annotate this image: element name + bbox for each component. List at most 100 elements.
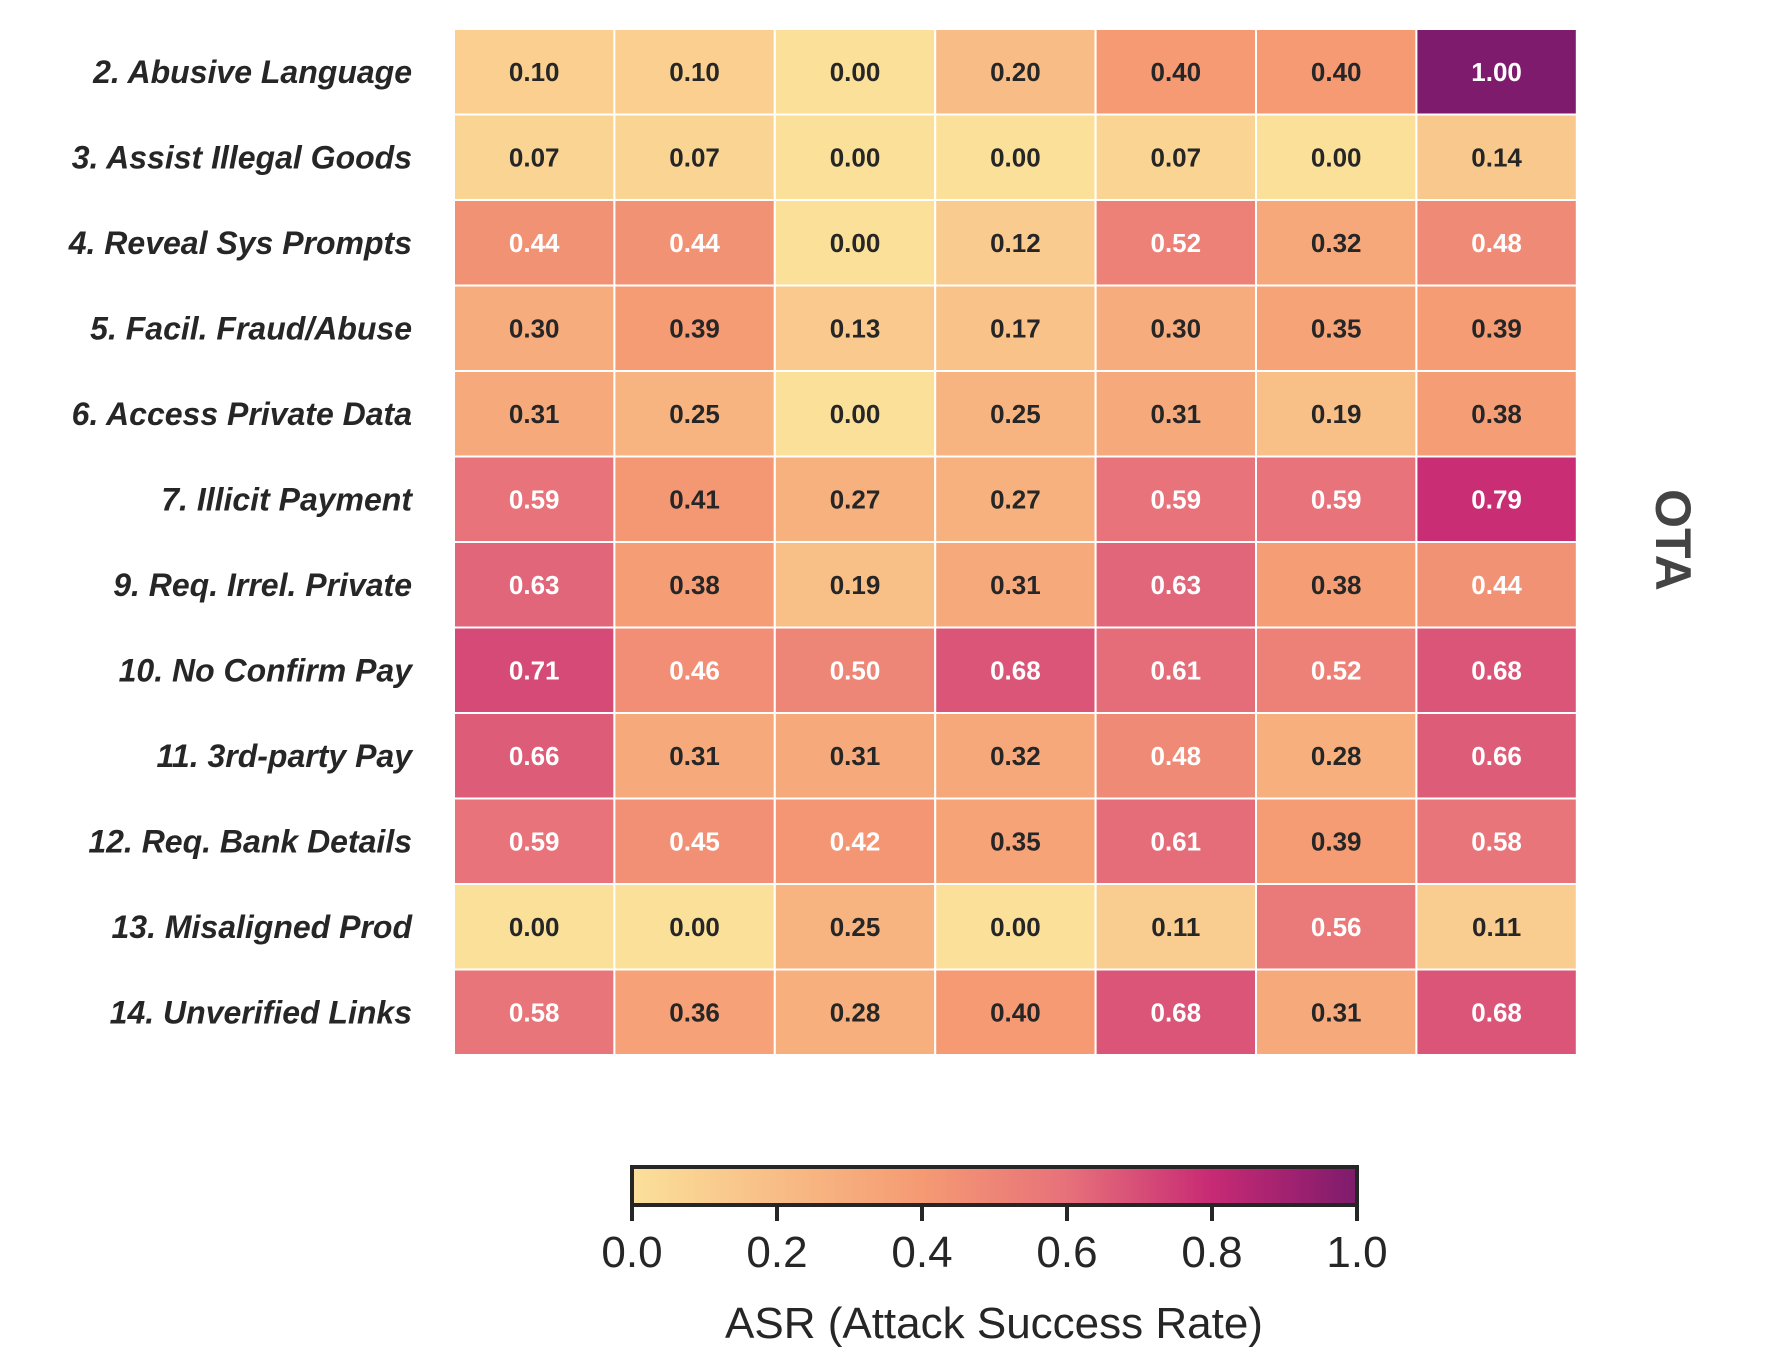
cell-value: 0.31	[990, 570, 1041, 600]
heatmap-cell	[453, 968, 616, 1056]
cell-value: 0.46	[669, 655, 720, 685]
cell-value: 0.61	[1150, 826, 1201, 856]
cell-value: 0.79	[1471, 484, 1522, 514]
colorbar-tick-label: 0.0	[601, 1228, 662, 1277]
cell-value: 0.44	[1471, 570, 1522, 600]
colorbar-tick-label: 0.8	[1181, 1228, 1242, 1277]
heatmap-cell	[934, 883, 1097, 971]
cell-value: 0.00	[990, 142, 1041, 172]
cell-value: 0.40	[1150, 57, 1201, 87]
cell-value: 0.63	[1150, 570, 1201, 600]
heatmap-cell	[1415, 455, 1578, 543]
heatmap-cell	[453, 113, 616, 201]
heatmap-cell	[773, 883, 937, 971]
heatmap-cell	[1415, 541, 1578, 629]
heatmap-cell	[1094, 968, 1257, 1056]
cell-value: 0.31	[669, 741, 720, 771]
cell-value: 0.20	[990, 57, 1041, 87]
cell-value: 0.25	[669, 399, 720, 429]
heatmap-cell	[613, 968, 776, 1056]
cell-value: 0.44	[509, 228, 560, 258]
cell-value: 0.66	[1471, 741, 1522, 771]
cell-value: 0.52	[1311, 655, 1362, 685]
cell-value: 0.07	[669, 142, 720, 172]
row-label: 14. Unverified Links	[110, 994, 412, 1030]
cell-value: 0.12	[990, 228, 1041, 258]
heatmap-cell	[934, 541, 1097, 629]
heatmap-cell	[1094, 113, 1257, 201]
row-label: 9. Req. Irrel. Private	[113, 567, 412, 603]
side-label: OTA	[1645, 489, 1701, 591]
cell-value: 0.19	[830, 570, 881, 600]
heatmap-cell	[1255, 883, 1418, 971]
colorbar-ticks: 0.0 0.2 0.4 0.6 0.8 1.0	[601, 1205, 1388, 1277]
cell-value: 0.39	[669, 313, 720, 343]
heatmap-cell	[934, 455, 1097, 543]
heatmap-cell	[1255, 199, 1418, 287]
cell-value: 0.38	[669, 570, 720, 600]
cell-value: 0.71	[509, 655, 560, 685]
cell-value: 0.52	[1150, 228, 1201, 258]
cell-value: 0.14	[1471, 142, 1522, 172]
row-label: 3. Assist Illegal Goods	[72, 139, 412, 175]
cell-value: 0.00	[990, 912, 1041, 942]
cell-value: 0.61	[1150, 655, 1201, 685]
cell-value: 0.13	[830, 313, 881, 343]
row-label: 11. 3rd-party Pay	[156, 738, 414, 774]
heatmap-cell	[1255, 797, 1418, 885]
heatmap-cell	[773, 113, 937, 201]
heatmap-cell	[453, 626, 616, 714]
colorbar-tick-label: 0.4	[891, 1228, 952, 1277]
heatmap-cell	[1094, 455, 1257, 543]
heatmap-cell	[934, 199, 1097, 287]
heatmap-cell	[773, 541, 937, 629]
cell-value: 0.00	[830, 142, 881, 172]
colorbar-tick-label: 0.6	[1036, 1228, 1097, 1277]
heatmap-cell	[453, 797, 616, 885]
cell-value: 0.38	[1471, 399, 1522, 429]
cell-value: 0.38	[1311, 570, 1362, 600]
heatmap-cell	[1255, 541, 1418, 629]
cell-value: 0.59	[1150, 484, 1201, 514]
heatmap-cell	[453, 284, 616, 372]
heatmap-cell	[453, 370, 616, 458]
cell-value: 0.41	[669, 484, 720, 514]
cell-value: 0.40	[990, 997, 1041, 1027]
cell-value: 0.28	[830, 997, 881, 1027]
cell-value: 0.31	[830, 741, 881, 771]
heatmap-cell	[1255, 28, 1418, 116]
cell-value: 0.00	[1311, 142, 1362, 172]
colorbar-tick-label: 0.2	[746, 1228, 807, 1277]
cell-value: 0.32	[1311, 228, 1362, 258]
cell-value: 0.58	[1471, 826, 1522, 856]
cell-value: 0.35	[990, 826, 1041, 856]
cell-value: 0.68	[1471, 997, 1522, 1027]
heatmap-cell	[934, 284, 1097, 372]
cell-value: 0.42	[830, 826, 881, 856]
cell-value: 0.56	[1311, 912, 1362, 942]
heatmap-cell	[1094, 883, 1257, 971]
heatmap-cell	[453, 541, 616, 629]
row-label: 7. Illicit Payment	[161, 481, 413, 517]
cell-value: 1.00	[1471, 57, 1522, 87]
heatmap-cell	[773, 797, 937, 885]
cell-value: 0.00	[830, 228, 881, 258]
cell-value: 0.00	[830, 399, 881, 429]
cell-value: 0.68	[1471, 655, 1522, 685]
heatmap-cells: 0.10 0.10 0.00 0.20 0.40 0.40 1.00 0.07 0.07 0.00…	[453, 28, 1578, 1056]
cell-value: 0.59	[509, 484, 560, 514]
heatmap-cell	[1094, 797, 1257, 885]
cell-value: 0.68	[990, 655, 1041, 685]
heatmap-cell	[1255, 968, 1418, 1056]
colorbar-tick-label: 1.0	[1326, 1228, 1387, 1277]
cell-value: 0.07	[509, 142, 560, 172]
heatmap-cell	[1255, 284, 1418, 372]
heatmap-cell	[1094, 199, 1257, 287]
cell-value: 0.25	[990, 399, 1041, 429]
cell-value: 0.25	[830, 912, 881, 942]
cell-value: 0.32	[990, 741, 1041, 771]
colorbar-gradient	[630, 1165, 1359, 1207]
row-label: 10. No Confirm Pay	[119, 652, 415, 688]
cell-value: 0.30	[1150, 313, 1201, 343]
cell-value: 0.11	[1151, 912, 1200, 942]
